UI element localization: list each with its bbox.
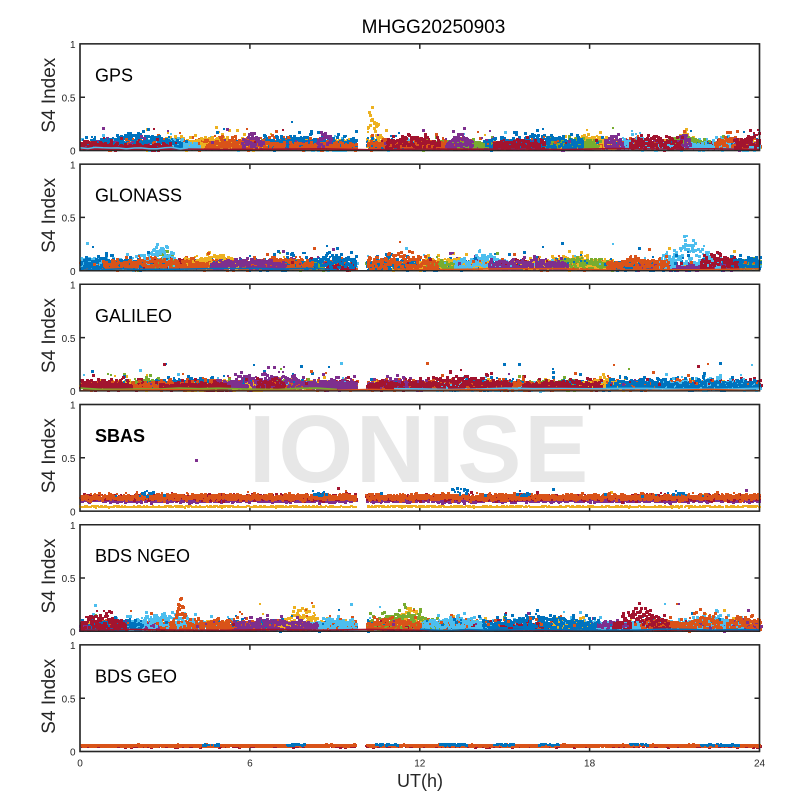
- svg-text:0: 0: [77, 759, 83, 770]
- svg-text:6: 6: [247, 759, 253, 770]
- svg-text:1: 1: [70, 641, 76, 652]
- svg-text:0: 0: [70, 267, 76, 278]
- svg-text:GALILEO: GALILEO: [95, 306, 172, 326]
- svg-text:0.5: 0.5: [62, 93, 76, 104]
- svg-text:GLONASS: GLONASS: [95, 186, 182, 206]
- svg-text:S4 Index: S4 Index: [39, 658, 60, 733]
- svg-text:24: 24: [754, 759, 766, 770]
- svg-text:12: 12: [414, 759, 426, 770]
- svg-text:BDS GEO: BDS GEO: [95, 666, 177, 686]
- svg-text:S4 Index: S4 Index: [39, 57, 60, 132]
- svg-text:18: 18: [584, 759, 596, 770]
- svg-text:1: 1: [70, 160, 76, 171]
- svg-text:1: 1: [70, 401, 76, 412]
- svg-text:S4 Index: S4 Index: [39, 538, 60, 613]
- svg-text:UT(h): UT(h): [397, 771, 443, 791]
- svg-text:SBAS: SBAS: [95, 426, 145, 446]
- svg-text:0: 0: [70, 748, 76, 759]
- svg-text:0.5: 0.5: [62, 214, 76, 225]
- svg-text:S4 Index: S4 Index: [39, 418, 60, 493]
- svg-text:0.5: 0.5: [62, 694, 76, 705]
- svg-text:MHGG20250903: MHGG20250903: [362, 17, 506, 38]
- svg-text:1: 1: [70, 521, 76, 532]
- svg-text:1: 1: [70, 281, 76, 292]
- svg-text:0: 0: [70, 628, 76, 639]
- svg-text:0.5: 0.5: [62, 334, 76, 345]
- svg-text:0.5: 0.5: [62, 574, 76, 585]
- svg-text:0: 0: [70, 507, 76, 518]
- svg-text:IONISE: IONISE: [249, 396, 591, 503]
- svg-text:0.5: 0.5: [62, 454, 76, 465]
- svg-text:GPS: GPS: [95, 65, 133, 85]
- svg-text:S4 Index: S4 Index: [39, 298, 60, 373]
- svg-text:0: 0: [70, 387, 76, 398]
- svg-text:1: 1: [70, 40, 76, 51]
- svg-text:0: 0: [70, 147, 76, 158]
- svg-text:S4 Index: S4 Index: [39, 177, 60, 252]
- svg-text:BDS NGEO: BDS NGEO: [95, 546, 190, 566]
